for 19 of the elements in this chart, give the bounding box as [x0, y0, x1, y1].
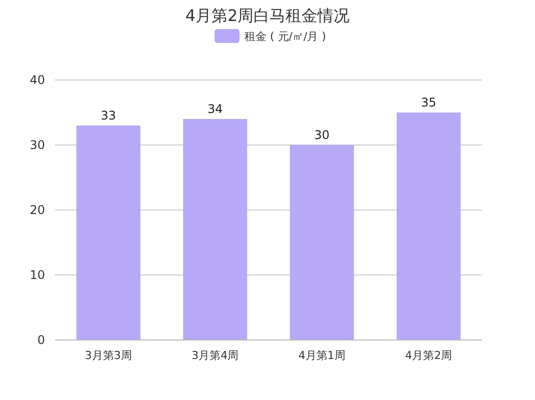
y-tick-label: 40 — [30, 73, 45, 87]
x-tick-label: 3月第3周 — [84, 349, 132, 362]
chart-title: 4月第2周白马租金情况 — [185, 6, 350, 25]
bar — [290, 145, 354, 340]
x-tick-label: 3月第4周 — [192, 349, 239, 362]
x-tick-label: 4月第2周 — [405, 349, 452, 362]
data-label: 34 — [207, 102, 223, 116]
legend-label: 租金 ( 元/㎡/月 ) — [244, 30, 326, 43]
bar — [396, 112, 461, 340]
y-tick-label: 20 — [30, 203, 45, 217]
x-tick-label: 4月第1周 — [298, 349, 346, 362]
y-tick-label: 10 — [30, 268, 45, 282]
data-label: 30 — [314, 128, 330, 142]
y-tick-label: 0 — [37, 333, 45, 347]
bar — [76, 126, 140, 340]
data-label: 33 — [100, 108, 116, 122]
data-label: 35 — [420, 96, 436, 110]
bar — [183, 119, 248, 340]
y-tick-label: 30 — [30, 138, 45, 152]
